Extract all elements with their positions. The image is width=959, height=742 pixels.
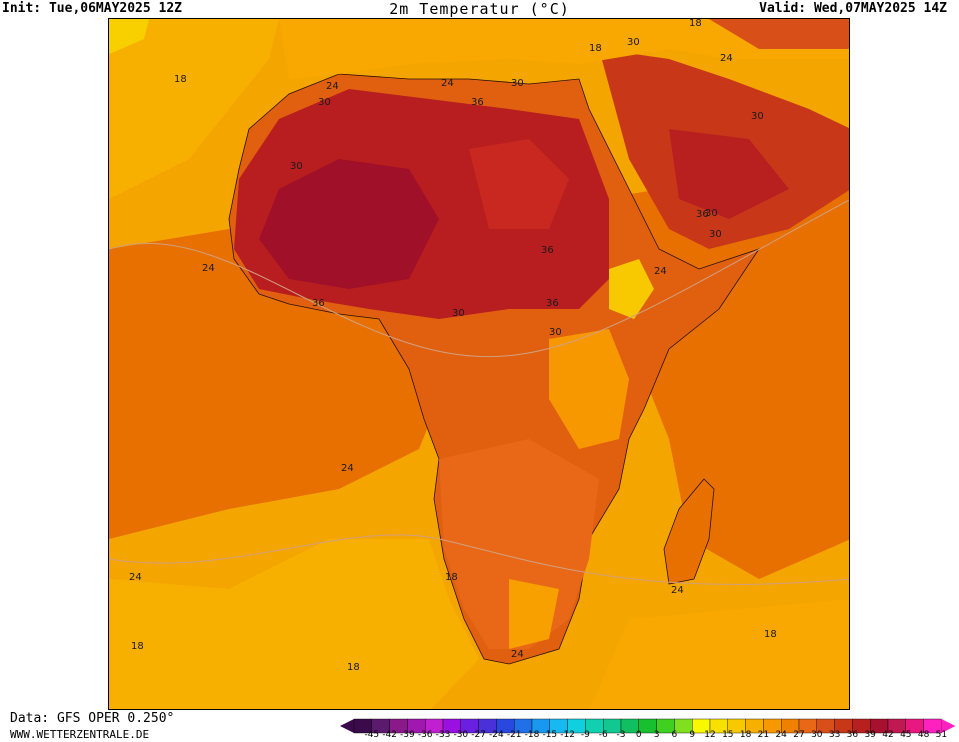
south-africa-cool: [509, 579, 559, 649]
legend-arrow-right: [941, 719, 956, 733]
contour-label: 36: [546, 298, 559, 309]
map-canvas: 18 18 18 18 18 18 18 24 24 24 24 24 24 24 24 24 30 30 30 30…: [109, 19, 849, 709]
contour-label: 36: [312, 298, 325, 309]
contour-label: 30: [549, 327, 562, 338]
legend-tick-label: 48: [917, 730, 930, 740]
contour-label: 24: [341, 463, 354, 474]
contour-label: 18: [174, 74, 187, 85]
legend-tick-label: -3: [616, 730, 626, 740]
legend-tick-label: -15: [542, 730, 558, 740]
ocean-cold-patch: [109, 19, 149, 54]
contour-label: 18: [689, 19, 702, 29]
legend-tick-label: -42: [382, 730, 397, 740]
legend-color-swatch: [923, 718, 942, 734]
contour-label: 36: [541, 245, 554, 256]
contour-label-layer: 18 18 18 18 18 18 18 24 24 24 24 24 24 24 24 24 30 30 30 30…: [129, 19, 777, 673]
contour-label: 24: [720, 53, 733, 64]
legend-tick-label: -36: [417, 730, 433, 740]
contour-label: 18: [589, 43, 602, 54]
legend-tick-label: 45: [900, 730, 912, 740]
valid-time: Valid: Wed,07MAY2025 14Z: [759, 1, 947, 16]
legend-tick-label: 24: [775, 730, 787, 740]
contour-label: 30: [318, 97, 331, 108]
legend-tick-label: -39: [400, 730, 415, 740]
ocean-south-atlantic: [109, 539, 479, 709]
legend-tick-label: 3: [653, 730, 660, 740]
sahara-hottest-zone: [259, 159, 439, 289]
contour-label: 30: [751, 111, 764, 122]
contour-label: 30: [627, 37, 640, 48]
libya-hot-zone: [469, 139, 569, 229]
legend-tick-label: 0: [635, 730, 642, 740]
ethiopian-highlands: [609, 259, 654, 319]
madagascar: [663, 478, 715, 585]
temperature-map: 18 18 18 18 18 18 18 24 24 24 24 24 24 24 24 24 30 30 30 30…: [108, 18, 850, 710]
legend-tick-label: 15: [722, 730, 734, 740]
legend-tick-label: 9: [689, 730, 696, 740]
ocean-south-indian: [589, 599, 849, 709]
legend-tick-label: -27: [471, 730, 486, 740]
contour-label: 24: [441, 78, 454, 89]
east-african-plateau: [549, 329, 629, 449]
legend-tick-label: 36: [846, 730, 859, 740]
legend-tick-label: -18: [524, 730, 540, 740]
init-time: Init: Tue,06MAY2025 12Z: [2, 1, 183, 16]
contour-label: 30: [452, 308, 465, 319]
legend-tick-label: -21: [506, 730, 522, 740]
color-scale-legend: [340, 718, 956, 734]
legend-tick-label: -24: [489, 730, 504, 740]
contour-label: 30: [290, 161, 303, 172]
contour-label: 24: [671, 585, 684, 596]
legend-tick-label: 18: [739, 730, 752, 740]
legend-tick-label: 33: [828, 730, 841, 740]
data-source: Data: GFS OPER 0.250°: [10, 711, 175, 726]
contour-label: 30: [709, 229, 722, 240]
legend-tick-label: 39: [864, 730, 876, 740]
legend-tick-label: 51: [935, 730, 948, 740]
legend-tick-label: 21: [757, 730, 770, 740]
contour-label: 24: [326, 81, 339, 92]
map-title: 2m Temperatur (°C): [389, 0, 570, 18]
arabia-hot: [669, 129, 789, 219]
isotherm-south: [109, 534, 849, 585]
contour-label: 24: [511, 649, 524, 660]
legend-tick-label: -9: [580, 730, 590, 740]
legend-tick-label: -33: [435, 730, 451, 740]
legend-tick-label: 27: [793, 730, 805, 740]
legend-tick-label: 30: [811, 730, 823, 740]
contour-label: 18: [445, 572, 458, 583]
legend-tick-label: 42: [882, 730, 894, 740]
legend-tick-label: -30: [453, 730, 469, 740]
mediterranean-band: [279, 19, 849, 79]
isotherm-24: [109, 199, 849, 358]
contour-label: 24: [202, 263, 215, 274]
southern-africa: [439, 439, 599, 649]
contour-label: 24: [129, 572, 142, 583]
contour-label: 18: [764, 629, 777, 640]
legend-tick-label: -6: [598, 730, 608, 740]
contour-label: 24: [654, 266, 667, 277]
legend-tick-label: -45: [364, 730, 380, 740]
contour-label: 30: [705, 208, 718, 219]
website-credit: WWW.WETTERZENTRALE.DE: [10, 728, 150, 741]
legend-arrow-left: [340, 719, 354, 733]
contour-label: 36: [696, 209, 709, 220]
contour-label: 36: [471, 97, 484, 108]
contour-label: 30: [511, 78, 524, 89]
contour-label: 18: [347, 662, 360, 673]
ocean-north-cool: [109, 19, 279, 199]
legend-tick-label: 6: [671, 730, 678, 740]
contour-label: 18: [131, 641, 144, 652]
legend-tick-label: 12: [704, 730, 716, 740]
legend-tick-label: -12: [560, 730, 575, 740]
middle-east-warm: [709, 19, 849, 49]
